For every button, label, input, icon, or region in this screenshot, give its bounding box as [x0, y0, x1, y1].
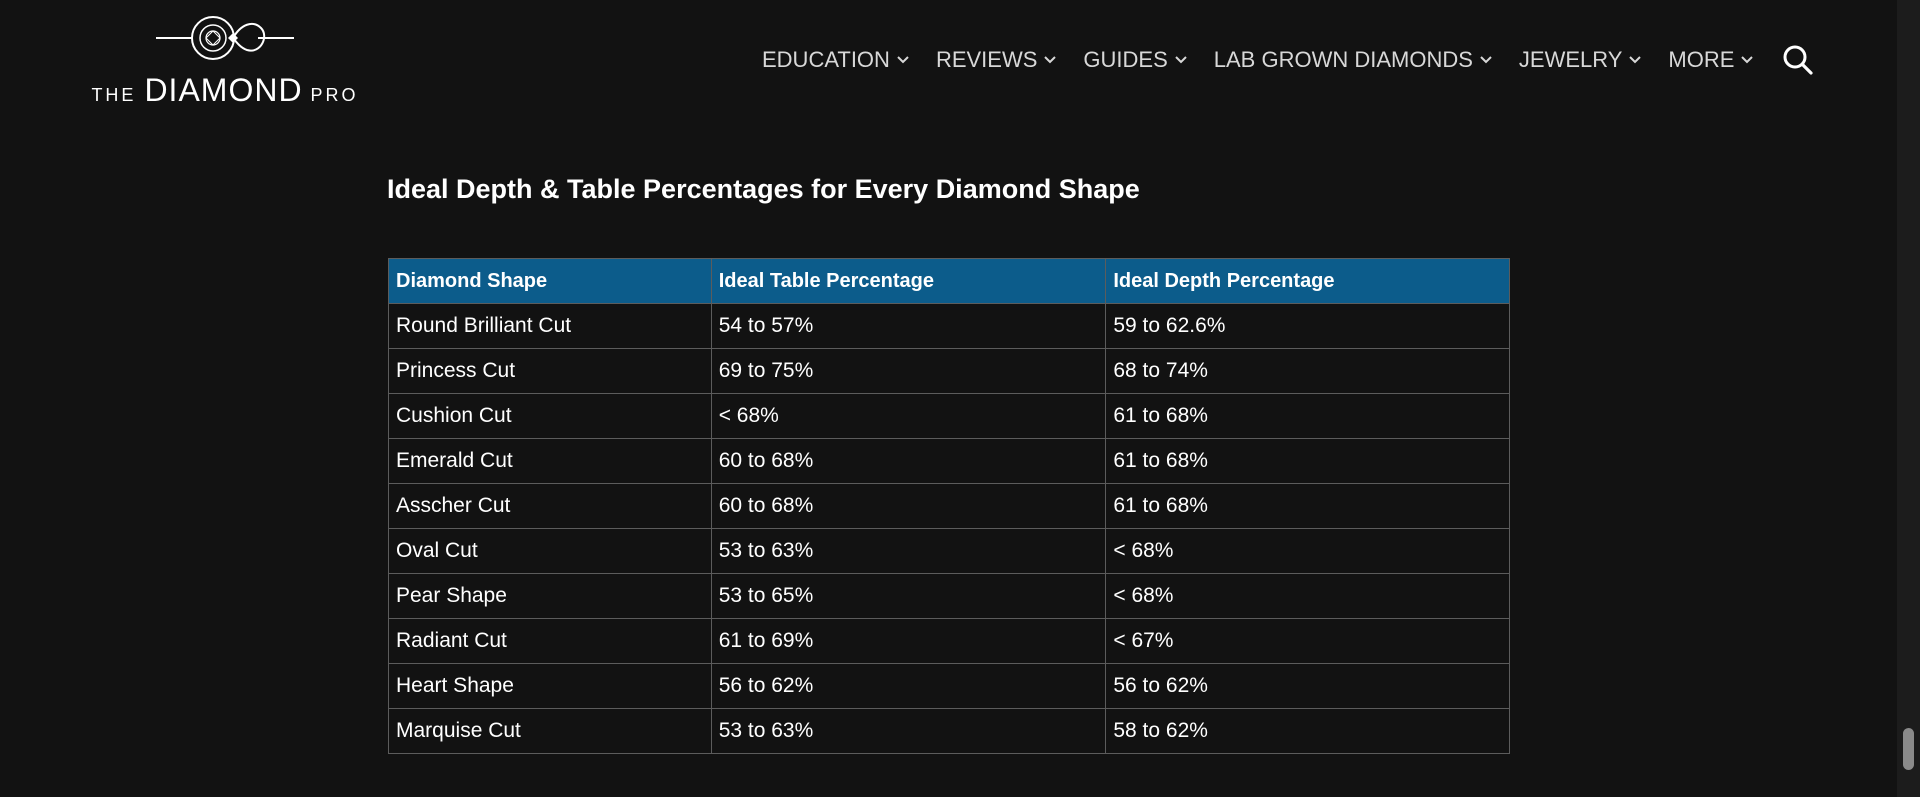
table-cell: 53 to 65%: [710, 573, 1107, 619]
table-row: Radiant Cut 61 to 69% < 67%: [388, 618, 1510, 664]
table-cell: Marquise Cut: [388, 708, 712, 754]
table-cell: 59 to 62.6%: [1105, 303, 1510, 349]
table-header-row: Diamond Shape Ideal Table Percentage Ide…: [388, 258, 1510, 304]
site-logo[interactable]: THE DIAMOND PRO: [84, 10, 366, 110]
table-cell: < 68%: [1105, 528, 1510, 574]
table-cell: Heart Shape: [388, 663, 712, 709]
table-cell: 69 to 75%: [710, 348, 1107, 394]
table-cell: < 68%: [710, 393, 1107, 439]
table-row: Cushion Cut < 68% 61 to 68%: [388, 393, 1510, 439]
table-row: Marquise Cut 53 to 63% 58 to 62%: [388, 708, 1510, 754]
table-cell: Emerald Cut: [388, 438, 712, 484]
logo-pro: PRO: [310, 85, 359, 105]
table-row: Princess Cut 69 to 75% 68 to 74%: [388, 348, 1510, 394]
section-heading: Ideal Depth & Table Percentages for Ever…: [387, 174, 1140, 204]
table-cell: 60 to 68%: [710, 483, 1107, 529]
nav-education-label: EDUCATION: [762, 47, 890, 72]
chevron-down-icon: [897, 56, 909, 64]
table-cell: 60 to 68%: [710, 438, 1107, 484]
nav-reviews[interactable]: REVIEWS: [936, 47, 1057, 73]
chevron-down-icon: [1741, 56, 1754, 64]
chevron-down-icon: [1629, 56, 1642, 64]
logo-wordmark: THE DIAMOND PRO: [91, 72, 358, 109]
table-cell: 58 to 62%: [1105, 708, 1510, 754]
nav-jewelry-label: JEWELRY: [1518, 47, 1623, 72]
chevron-down-icon: [1044, 56, 1057, 64]
table-cell: Princess Cut: [388, 348, 712, 394]
nav-guides[interactable]: GUIDES: [1083, 47, 1187, 73]
table-cell: Round Brilliant Cut: [388, 303, 712, 349]
table-cell: Oval Cut: [388, 528, 712, 574]
table-cell: 68 to 74%: [1105, 348, 1510, 394]
table-cell: Pear Shape: [388, 573, 712, 619]
table-cell: Asscher Cut: [388, 483, 712, 529]
table-row: Oval Cut 53 to 63% < 68%: [388, 528, 1510, 574]
nav-jewelry[interactable]: JEWELRY: [1519, 47, 1643, 73]
diamond-shapes-table: Diamond Shape Ideal Table Percentage Ide…: [388, 258, 1510, 754]
scrollbar-thumb[interactable]: [1903, 728, 1914, 770]
table-cell: 61 to 68%: [1105, 483, 1510, 529]
nav-education[interactable]: EDUCATION: [762, 47, 910, 73]
table-cell: < 68%: [1105, 573, 1510, 619]
table-cell: Radiant Cut: [388, 618, 712, 664]
table-cell: 56 to 62%: [710, 663, 1107, 709]
table-cell: 61 to 69%: [710, 618, 1107, 664]
main-nav: EDUCATION REVIEWS GUIDES LAB GROWN DIAMO…: [762, 40, 1780, 80]
table-row: Emerald Cut 60 to 68% 61 to 68%: [388, 438, 1510, 484]
nav-more[interactable]: MORE: [1668, 47, 1754, 73]
nav-guides-label: GUIDES: [1083, 47, 1168, 72]
logo-the: THE: [91, 85, 137, 105]
nav-lab-grown-diamonds-label: LAB GROWN DIAMONDS: [1213, 47, 1473, 72]
column-header: Ideal Depth Percentage: [1105, 258, 1510, 304]
chevron-down-icon: [1175, 56, 1187, 64]
table-row: Round Brilliant Cut 54 to 57% 59 to 62.6…: [388, 303, 1510, 349]
nav-more-label: MORE: [1668, 47, 1735, 72]
table-cell: < 67%: [1105, 618, 1510, 664]
nav-lab-grown-diamonds[interactable]: LAB GROWN DIAMONDS: [1214, 47, 1493, 73]
table-cell: 54 to 57%: [710, 303, 1107, 349]
table-cell: 61 to 68%: [1105, 438, 1510, 484]
logo-diamond: DIAMOND: [144, 72, 303, 108]
table-cell: 56 to 62%: [1105, 663, 1510, 709]
nav-reviews-label: REVIEWS: [935, 47, 1038, 72]
table-cell: 61 to 68%: [1105, 393, 1510, 439]
table-cell: 53 to 63%: [710, 708, 1107, 754]
chevron-down-icon: [1480, 56, 1492, 64]
diamond-logo-icon: [156, 16, 294, 60]
search-icon[interactable]: [1782, 44, 1814, 76]
table-cell: Cushion Cut: [388, 393, 712, 439]
column-header: Ideal Table Percentage: [710, 258, 1107, 304]
column-header: Diamond Shape: [388, 258, 712, 304]
table-row: Pear Shape 53 to 65% < 68%: [388, 573, 1510, 619]
table-row: Asscher Cut 60 to 68% 61 to 68%: [388, 483, 1510, 529]
table-cell: 53 to 63%: [710, 528, 1107, 574]
page-scrollbar[interactable]: [1897, 0, 1920, 797]
table-row: Heart Shape 56 to 62% 56 to 62%: [388, 663, 1510, 709]
